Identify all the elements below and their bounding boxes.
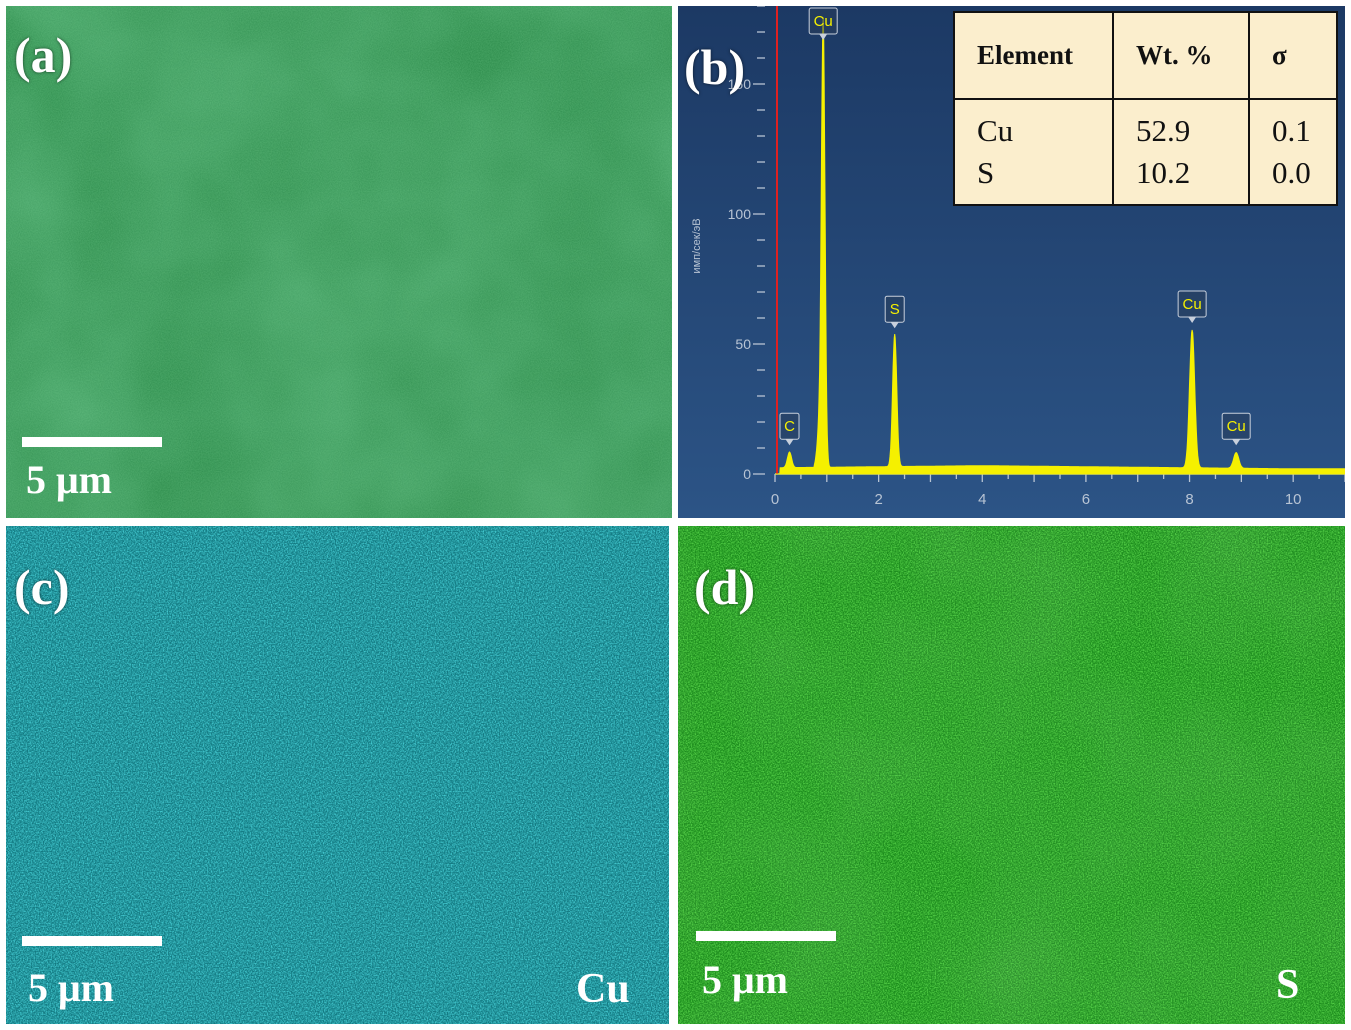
peak-label-text: S (890, 301, 900, 318)
peak-label: C (779, 412, 800, 446)
panel-c-cu-map: (c) 5 μm Cu (6, 526, 669, 1024)
cu-map-image (6, 526, 669, 1024)
table-header-wt: Wt. % (1112, 11, 1250, 100)
table-row-wt: 10.2 (1136, 155, 1191, 190)
s-map-image (678, 526, 1345, 1024)
scale-bar-label: 5 μm (26, 457, 112, 502)
x-tick-label: 10 (1285, 491, 1302, 508)
scale-bar-label: 5 μm (28, 965, 114, 1010)
table-row-element: S (977, 155, 995, 190)
table-header-element: Element (953, 11, 1114, 100)
panel-letter-b: (b) (684, 39, 746, 95)
table-header-sigma: σ (1248, 11, 1338, 100)
y-tick-label: 100 (728, 206, 752, 222)
scale-bar (696, 931, 836, 941)
peak-label-text: Cu (1227, 418, 1246, 435)
scale-bar (22, 936, 162, 946)
peak-label-pointer (890, 322, 899, 329)
peak-label-pointer (819, 34, 828, 40)
table-row-sigma: 0.1 (1272, 113, 1311, 149)
peak-label-pointer (1232, 439, 1241, 446)
x-tick-label: 6 (1082, 491, 1090, 508)
peak-label: Cu (1177, 290, 1207, 323)
peak-label-text: C (784, 418, 795, 435)
scale-bar (22, 437, 162, 447)
panel-d-s-map: (d) 5 μm S (678, 526, 1345, 1024)
spectrum-curve (775, 17, 1345, 475)
peak-label-text: Cu (814, 13, 833, 30)
scale-bar-label: 5 μm (702, 957, 788, 1002)
x-tick-label: 8 (1185, 491, 1193, 508)
table-cell-element: Cu S (953, 98, 1114, 206)
y-tick-label: 150 (728, 76, 752, 92)
y-tick-label: 0 (743, 466, 751, 482)
table-cell-wt: 52.9 10.2 (1112, 98, 1250, 206)
table-body-row: Cu S 52.9 10.2 0.1 0.0 (953, 98, 1338, 206)
panel-letter-d: (d) (694, 559, 756, 615)
panel-a-combined-map: (a) 5 μm (6, 6, 672, 518)
panel-b-eds-spectrum: 0 50 100 150 имп/сек/эВ 0 2 4 6 8 10 C Cu S Cu Cu (b) … (678, 6, 1345, 518)
peak-label-pointer (785, 439, 794, 446)
peak-label: Cu (1221, 412, 1251, 446)
element-label-cu: Cu (576, 966, 630, 1012)
panel-letter-a: (a) (14, 27, 73, 83)
table-row-sigma: 0.0 (1272, 155, 1311, 190)
peak-label: Cu (808, 7, 838, 40)
x-tick-label: 4 (978, 491, 986, 508)
table-header-row: Element Wt. % σ (953, 11, 1338, 100)
peak-label-pointer (1188, 317, 1197, 323)
y-axis-label: имп/сек/эВ (691, 218, 703, 273)
table-row-wt: 52.9 (1136, 113, 1191, 149)
panel-letter-c: (c) (14, 559, 70, 615)
x-tick-label: 2 (874, 491, 882, 508)
peak-label: S (884, 295, 905, 329)
element-label-s: S (1276, 962, 1300, 1008)
combined-map-image (6, 6, 672, 518)
table-row-element: Cu (977, 113, 1014, 149)
table-cell-sigma: 0.1 0.0 (1248, 98, 1338, 206)
y-tick-label: 50 (735, 336, 751, 352)
x-tick-label: 0 (771, 491, 779, 508)
composition-table: Element Wt. % σ Cu S 52.9 10.2 0.1 0.0 (953, 11, 1338, 206)
peak-label-text: Cu (1183, 296, 1202, 313)
